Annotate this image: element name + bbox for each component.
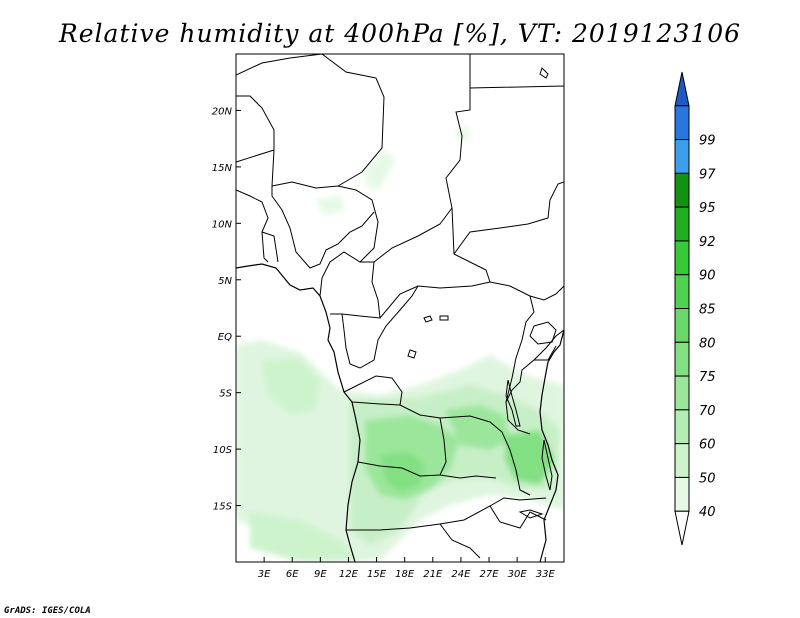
- border-angola: [346, 401, 497, 531]
- colorbar: 40 50 60 70 75 80 85 90 92 95 97 99: [674, 71, 716, 546]
- lake-kariba: [518, 509, 544, 519]
- colorbar-segment: [674, 139, 690, 174]
- humidity-region-gabon-coast: [262, 358, 320, 415]
- lon-tick-label: 21E: [423, 569, 443, 580]
- lon-tick-label: 24E: [451, 569, 471, 580]
- lake-small-b: [439, 315, 449, 321]
- lat-tick-label: 20N: [212, 106, 233, 117]
- colorbar-segment: [674, 409, 690, 445]
- colorbar-segment: [674, 476, 690, 512]
- lake-tanganyika: [505, 379, 521, 427]
- border-zimbabwe: [439, 505, 547, 559]
- colorbar-segment: [674, 240, 690, 276]
- colorbar-label: 99: [699, 134, 716, 149]
- lon-tick-label: 9E: [314, 569, 327, 580]
- border-north-a: [236, 54, 471, 255]
- lake-small-a: [423, 315, 433, 323]
- lat-tick-label: 10S: [213, 445, 233, 456]
- coastline-west: [236, 263, 361, 562]
- humidity-region-chad-patch: [364, 150, 395, 190]
- colorbar-label: 85: [699, 303, 716, 318]
- lon-tick-label: 15E: [367, 569, 387, 580]
- lon-tick-label: 18E: [395, 569, 415, 580]
- map-frame: [235, 53, 565, 563]
- colorbar-segment: [674, 71, 690, 107]
- colorbar-label: 97: [699, 167, 716, 182]
- colorbar-label: 40: [699, 505, 716, 520]
- lake-malawi: [541, 439, 553, 491]
- humidity-region-malawi-85: [505, 430, 555, 485]
- border-car: [373, 207, 491, 319]
- map-area: [236, 54, 564, 562]
- lon-axis: 3E 6E 9E 12E 15E 18E 21E 24E 27E 30E 33E: [258, 557, 556, 580]
- lake-victoria: [529, 321, 557, 345]
- colorbar-label: 70: [699, 404, 716, 419]
- lat-tick-label: 15N: [212, 163, 233, 174]
- lat-tick-label: 5S: [219, 389, 232, 400]
- colorbar-label: 92: [699, 235, 716, 250]
- humidity-region-core-85: [380, 452, 425, 492]
- colorbar-label: 95: [699, 201, 716, 216]
- lake-nasser: [539, 67, 549, 79]
- borders: [236, 54, 564, 562]
- border-congo: [341, 285, 419, 369]
- border-zambia: [439, 415, 547, 525]
- lat-axis: 20N 15N 10N 5N EQ 5S 10S 15S: [212, 106, 241, 513]
- colorbar-label: 90: [699, 269, 716, 284]
- colorbar-segment: [674, 341, 690, 377]
- humidity-shading: [236, 126, 564, 562]
- lon-tick-label: 3E: [258, 569, 271, 580]
- lake-small-c: [407, 349, 417, 359]
- border-cameroon: [319, 251, 381, 319]
- lon-tick-label: 30E: [508, 569, 528, 580]
- border-niger-nigeria: [261, 186, 375, 269]
- colorbar-label: 50: [699, 471, 716, 486]
- lat-tick-label: 5N: [218, 276, 232, 287]
- colorbar-label: 75: [699, 370, 716, 385]
- lat-tick-label: EQ: [218, 332, 232, 343]
- border-north-b: [236, 95, 379, 263]
- humidity-region-sudan-patch: [455, 126, 470, 140]
- border-south-sudan: [489, 281, 564, 341]
- lat-tick-label: 15S: [213, 502, 233, 513]
- lon-tick-label: 27E: [480, 569, 500, 580]
- colorbar-segment: [674, 172, 690, 208]
- colorbar-label: 60: [699, 438, 716, 453]
- humidity-region-southwest: [250, 512, 360, 562]
- coastline-east: [539, 329, 564, 562]
- map-title: Relative humidity at 400hPa [%], VT: 201…: [58, 19, 741, 48]
- colorbar-segment: [674, 510, 690, 546]
- lon-tick-label: 6E: [286, 569, 299, 580]
- lat-tick-label: 10N: [212, 219, 233, 230]
- colorbar-segment: [674, 308, 690, 343]
- colorbar-segment: [674, 375, 690, 411]
- humidity-region-nigeria-patch: [315, 195, 345, 215]
- lon-tick-label: 33E: [536, 569, 556, 580]
- lon-tick-label: 12E: [339, 569, 359, 580]
- colorbar-label: 80: [699, 336, 716, 351]
- colorbar-segment: [674, 443, 690, 478]
- colorbar-segment: [674, 105, 690, 141]
- border-east-lakes: [505, 329, 564, 403]
- colorbar-segment: [674, 206, 690, 242]
- border-sudan-east: [453, 85, 564, 255]
- credit-text: GrADS: IGES/COLA: [4, 606, 91, 616]
- colorbar-segment: [674, 274, 690, 310]
